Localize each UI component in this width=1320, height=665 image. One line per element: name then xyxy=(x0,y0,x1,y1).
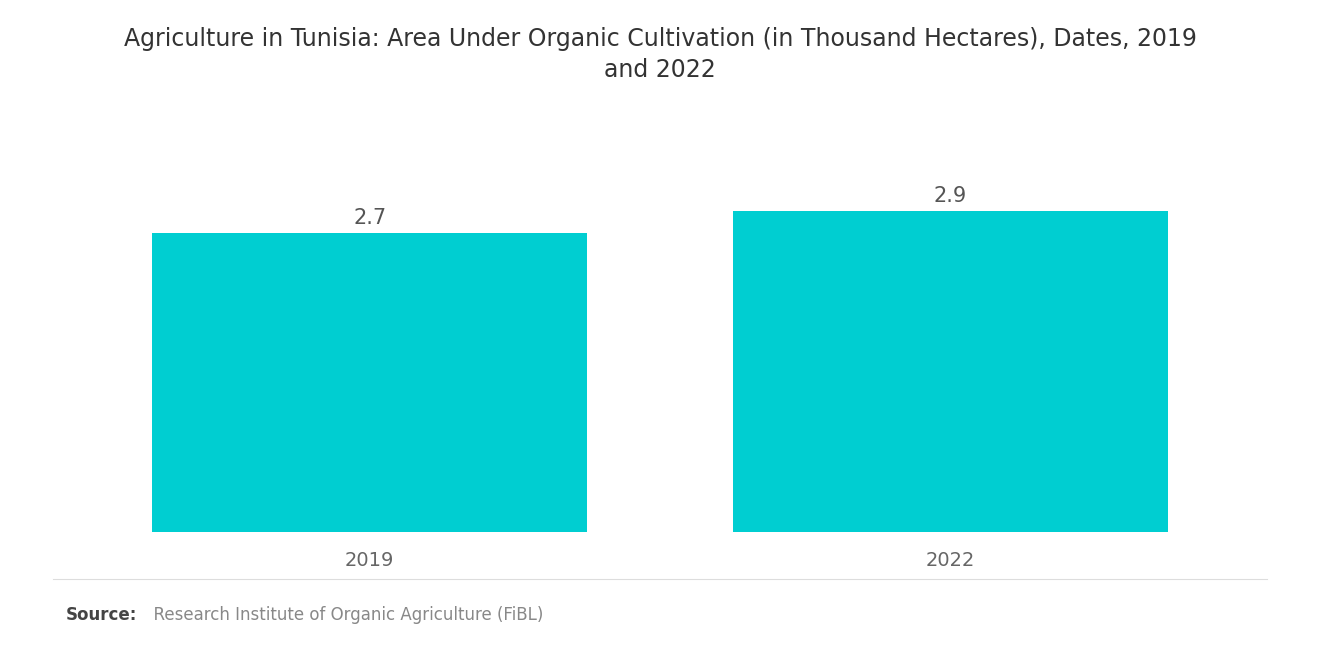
Text: Research Institute of Organic Agriculture (FiBL): Research Institute of Organic Agricultur… xyxy=(143,606,543,624)
Text: 2.7: 2.7 xyxy=(352,208,387,228)
Text: 2.9: 2.9 xyxy=(933,186,968,206)
Text: Source:: Source: xyxy=(66,606,137,624)
Bar xyxy=(733,211,1168,532)
Text: Agriculture in Tunisia: Area Under Organic Cultivation (in Thousand Hectares), D: Agriculture in Tunisia: Area Under Organ… xyxy=(124,27,1196,82)
Bar xyxy=(152,233,587,532)
